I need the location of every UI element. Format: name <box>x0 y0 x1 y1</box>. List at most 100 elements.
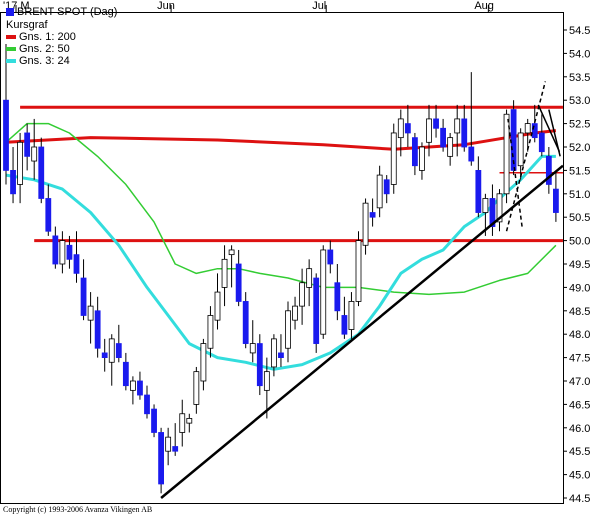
candle-body <box>66 244 73 260</box>
candle-body <box>80 277 87 316</box>
legend-item-gns1: Gns. 1: 200 <box>6 31 76 43</box>
y-tick-label: 46.0 <box>569 423 590 435</box>
candle-body <box>355 240 362 302</box>
candle-body <box>404 123 411 134</box>
candle-body <box>228 249 235 256</box>
y-tick-label: 53.0 <box>569 95 590 107</box>
candle-body <box>376 174 383 209</box>
candle-body <box>482 198 489 213</box>
chart-title-text: BRENT SPOT (Dag) <box>17 6 118 18</box>
candle-body <box>531 123 538 139</box>
candle-body <box>24 132 31 157</box>
candle-body <box>369 212 376 218</box>
candle-body <box>553 188 559 213</box>
candle-body <box>122 361 129 387</box>
candle-body <box>59 240 66 265</box>
candle-body <box>538 132 545 153</box>
y-tick-label: 47.0 <box>569 376 590 388</box>
month-label: Jul <box>312 0 326 12</box>
candle-body <box>200 343 207 382</box>
y-tick-label: 50.0 <box>569 236 590 248</box>
candle-body <box>165 436 172 452</box>
y-tick-label: 45.0 <box>569 470 590 482</box>
series-line-1 <box>5 129 557 151</box>
candle-body <box>517 132 524 167</box>
candle-body <box>524 123 531 134</box>
chart-title: BRENT SPOT (Dag) <box>6 6 117 18</box>
candle-body <box>256 343 263 387</box>
legend-item-gns3: Gns. 3: 24 <box>6 55 76 67</box>
legend-label-gns2: Gns. 2: 50 <box>19 43 70 55</box>
title-swatch <box>6 8 14 16</box>
candle-body <box>214 291 221 321</box>
plot-frame <box>0 12 564 504</box>
candle-body <box>144 394 150 415</box>
candle-body <box>179 413 186 433</box>
legend-swatch-gns2 <box>6 47 16 51</box>
legend-subtitle: Kursgraf <box>6 19 76 31</box>
y-tick-label: 47.5 <box>569 353 590 365</box>
candle-body <box>193 371 200 405</box>
candle-body <box>461 118 468 148</box>
legend-subtitle-text: Kursgraf <box>6 19 48 31</box>
candle-body <box>108 338 115 363</box>
candle-body <box>172 446 179 452</box>
legend-swatch-gns3 <box>6 59 16 63</box>
candle-body <box>426 118 432 143</box>
trendline <box>548 109 561 157</box>
candle-body <box>320 249 327 335</box>
candle-body <box>129 380 136 391</box>
candle-body <box>52 235 59 265</box>
candle-body <box>17 141 24 185</box>
legend-label-gns3: Gns. 3: 24 <box>19 55 70 67</box>
legend-swatch-gns1 <box>6 35 16 39</box>
y-tick-label: 48.0 <box>569 329 590 341</box>
candle-body <box>496 193 503 223</box>
candle-body <box>38 146 45 199</box>
candle-body <box>503 113 510 195</box>
y-tick-label: 45.5 <box>569 446 590 458</box>
candle-body <box>313 277 320 344</box>
y-tick-label: 54.5 <box>569 25 590 37</box>
candle-body <box>10 169 16 195</box>
candle-body <box>299 282 306 307</box>
candle-body <box>475 169 482 213</box>
candle-body <box>433 118 439 129</box>
y-tick-label: 50.5 <box>569 212 590 224</box>
candle-body <box>31 146 38 162</box>
candle-body <box>341 315 348 335</box>
candle-body <box>362 202 369 246</box>
candle-body <box>489 198 496 227</box>
month-label: Jun <box>157 0 175 12</box>
y-tick-label: 52.5 <box>569 119 590 131</box>
candle-body <box>158 432 165 485</box>
candle-body <box>94 310 101 349</box>
y-tick-label: 53.5 <box>569 72 590 84</box>
candle-body <box>235 263 242 302</box>
candle-body <box>249 343 256 354</box>
trendline <box>160 164 564 499</box>
y-tick-label: 51.5 <box>569 165 590 177</box>
candle-body <box>278 352 284 359</box>
y-tick-label: 48.5 <box>569 306 590 318</box>
candle-body <box>327 249 334 265</box>
legend-item-gns2: Gns. 2: 50 <box>6 43 76 55</box>
candle-body <box>45 198 52 232</box>
candle-body <box>334 282 341 312</box>
legend-label-gns1: Gns. 1: 200 <box>19 31 76 43</box>
candle-body <box>186 418 193 424</box>
candle-body <box>447 137 454 157</box>
y-tick-label: 54.0 <box>569 48 590 60</box>
y-tick-label: 49.0 <box>569 282 590 294</box>
candle-body <box>263 371 270 391</box>
candle-body <box>454 118 461 134</box>
candle-body <box>383 179 390 195</box>
candle-body <box>390 132 397 185</box>
y-tick-label: 51.0 <box>569 189 590 201</box>
candle-body <box>87 305 94 321</box>
legend: Kursgraf Gns. 1: 200 Gns. 2: 50 Gns. 3: … <box>6 19 76 67</box>
candle-body <box>440 127 447 148</box>
candle-body <box>151 408 157 433</box>
